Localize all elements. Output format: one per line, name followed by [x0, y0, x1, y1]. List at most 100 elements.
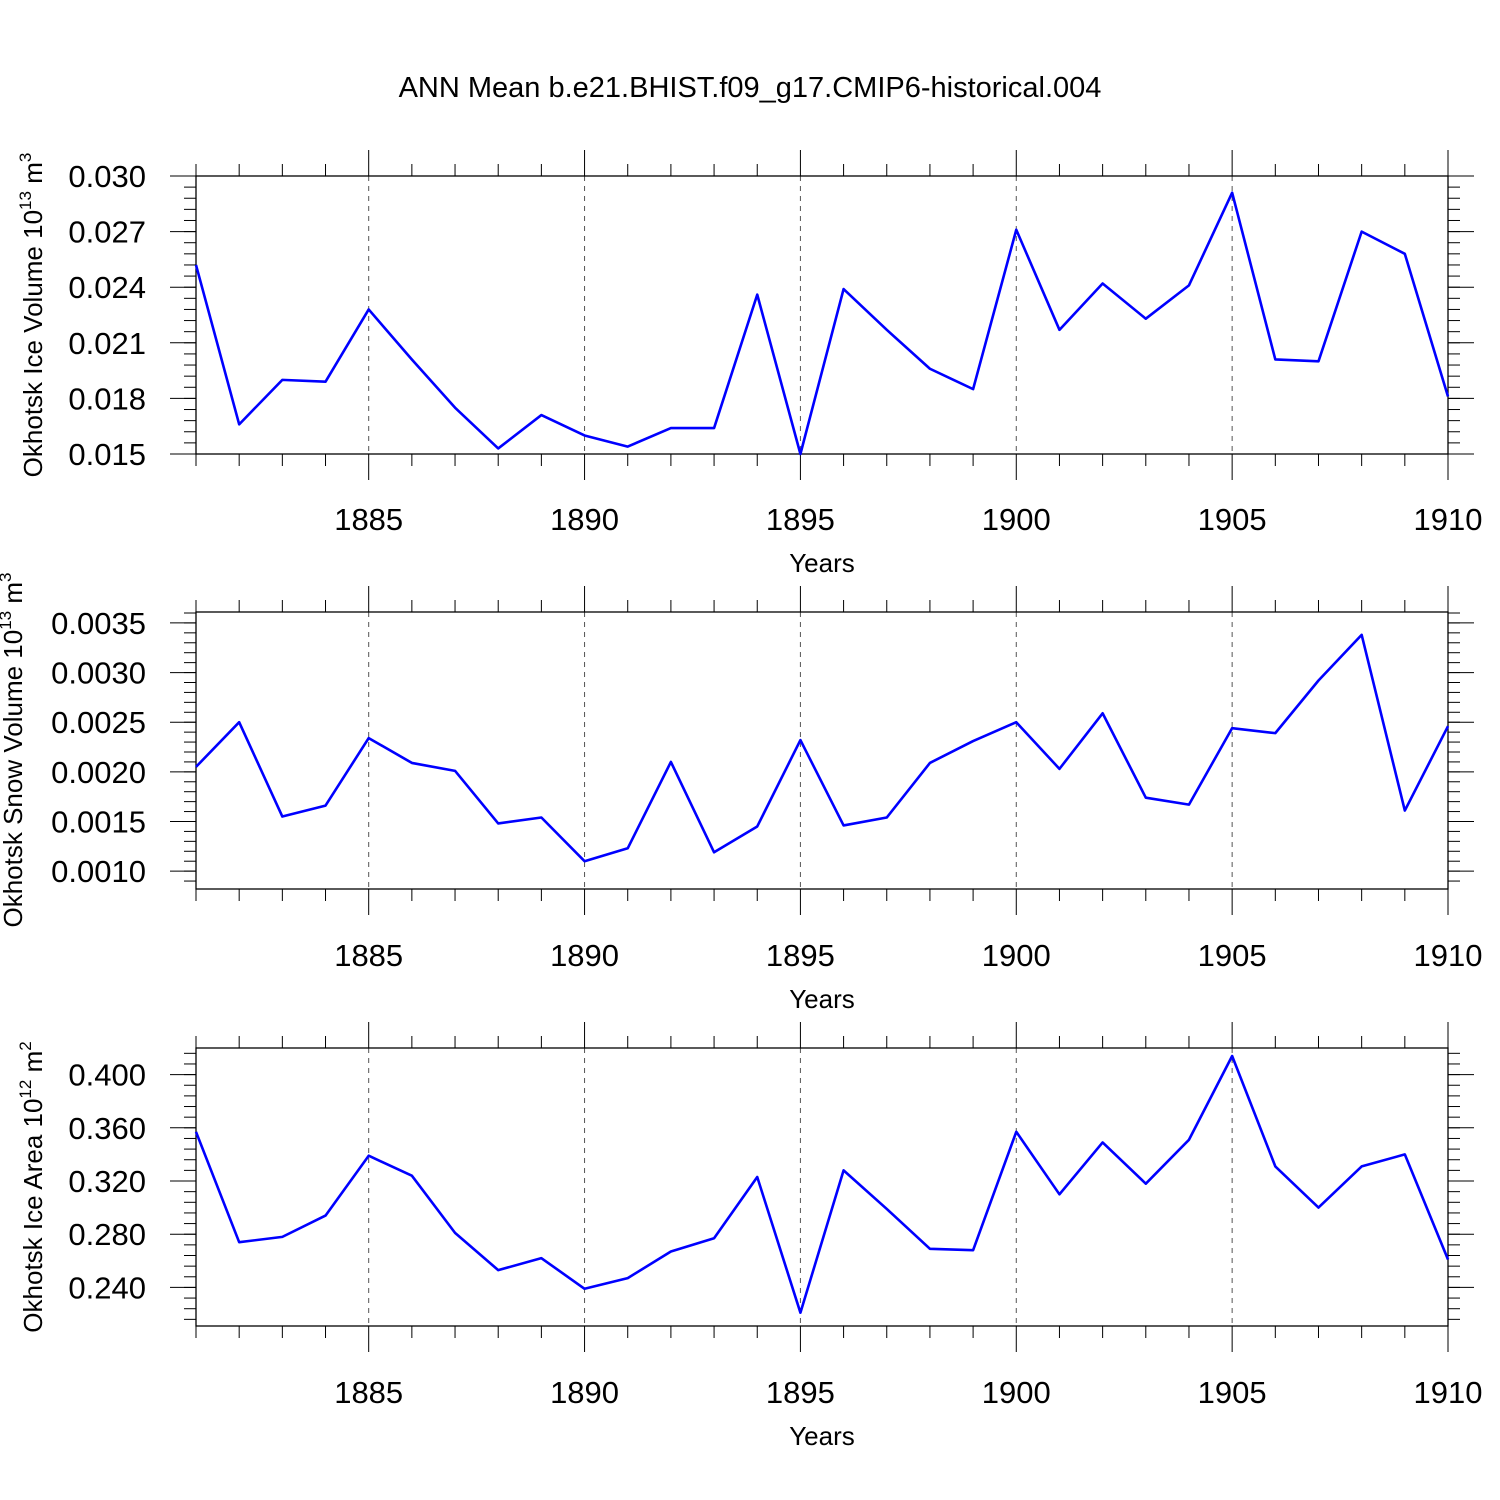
- data-point-1895: [798, 738, 802, 742]
- y-tick-label-0.0015: 0.0015: [51, 804, 146, 839]
- y-tick-label-0.015: 0.015: [68, 437, 146, 472]
- x-axis-title: Years: [789, 984, 855, 1014]
- data-point-1882: [237, 720, 241, 724]
- data-point-1898: [928, 761, 932, 765]
- data-point-1891: [626, 445, 630, 449]
- data-point-1881: [194, 765, 198, 769]
- y-axis-title-superscript: 3: [0, 573, 15, 582]
- data-point-1890: [583, 1287, 587, 1291]
- data-point-1900: [1014, 1130, 1018, 1134]
- data-point-1906: [1273, 731, 1277, 735]
- y-tick-label-0.027: 0.027: [68, 215, 146, 250]
- data-point-1884: [324, 1214, 328, 1218]
- x-tick-label-1905: 1905: [1198, 502, 1267, 537]
- data-point-1887: [453, 769, 457, 773]
- x-tick-label-1905: 1905: [1198, 1375, 1267, 1410]
- y-axis-title: Okhotsk Ice Area 1012 m2: [16, 1041, 48, 1332]
- data-point-1906: [1273, 1164, 1277, 1168]
- data-point-1889: [539, 1256, 543, 1260]
- data-point-1906: [1273, 357, 1277, 361]
- x-axis-title: Years: [789, 548, 855, 578]
- x-tick-label-1905: 1905: [1198, 938, 1267, 973]
- data-point-1881: [194, 263, 198, 267]
- data-point-1881: [194, 1130, 198, 1134]
- data-point-1889: [539, 413, 543, 417]
- data-point-1884: [324, 380, 328, 384]
- y-tick-label-0.320: 0.320: [68, 1164, 146, 1199]
- data-point-1899: [971, 387, 975, 391]
- data-point-1886: [410, 761, 414, 765]
- y-tick-label-0.021: 0.021: [68, 326, 146, 361]
- data-point-1901: [1057, 328, 1061, 332]
- data-point-1885: [367, 307, 371, 311]
- data-point-1895: [798, 1311, 802, 1315]
- y-axis-title-superscript: 3: [16, 153, 35, 162]
- data-point-1896: [842, 823, 846, 827]
- data-point-1883: [280, 378, 284, 382]
- y-tick-label-0.360: 0.360: [68, 1111, 146, 1146]
- y-axis-title-text: Okhotsk Ice Area 10: [18, 1099, 48, 1333]
- data-point-1897: [885, 1207, 889, 1211]
- x-tick-label-1910: 1910: [1414, 938, 1483, 973]
- y-axis-title-superscript: 12: [16, 1080, 35, 1099]
- data-point-1896: [842, 287, 846, 291]
- data-point-1904: [1187, 1138, 1191, 1142]
- y-axis-title-superscript: 2: [16, 1041, 35, 1050]
- data-point-1892: [669, 760, 673, 764]
- y-axis-title-text: m: [18, 162, 48, 191]
- figure-title: ANN Mean b.e21.BHIST.f09_g17.CMIP6-histo…: [398, 72, 1102, 104]
- data-point-1883: [280, 815, 284, 819]
- data-point-1905: [1230, 1054, 1234, 1058]
- x-axis-title: Years: [789, 1421, 855, 1451]
- data-point-1898: [928, 1247, 932, 1251]
- data-point-1882: [237, 422, 241, 426]
- x-tick-label-1890: 1890: [550, 1375, 619, 1410]
- y-axis-title-text: Okhotsk Snow Volume 10: [0, 630, 28, 928]
- data-point-1897: [885, 816, 889, 820]
- data-point-1905: [1230, 191, 1234, 195]
- y-tick-label-0.0010: 0.0010: [51, 854, 146, 889]
- y-tick-label-0.0020: 0.0020: [51, 755, 146, 790]
- data-point-1893: [712, 850, 716, 854]
- data-point-1899: [971, 739, 975, 743]
- data-point-1891: [626, 1276, 630, 1280]
- series-line-ice-area: [194, 1054, 1450, 1314]
- data-point-1894: [755, 1175, 759, 1179]
- series-line-ice-volume: [194, 191, 1450, 456]
- data-point-1909: [1403, 1152, 1407, 1156]
- data-point-1897: [885, 328, 889, 332]
- x-tick-label-1885: 1885: [334, 1375, 403, 1410]
- data-point-1905: [1230, 726, 1234, 730]
- data-point-1888: [496, 1268, 500, 1272]
- data-point-1894: [755, 824, 759, 828]
- x-tick-label-1895: 1895: [766, 938, 835, 973]
- data-point-1908: [1360, 633, 1364, 637]
- data-point-1886: [410, 1174, 414, 1178]
- data-point-1899: [971, 1248, 975, 1252]
- data-point-1894: [755, 293, 759, 297]
- data-point-1896: [842, 1168, 846, 1172]
- data-point-1910: [1446, 724, 1450, 728]
- x-tick-label-1895: 1895: [766, 1375, 835, 1410]
- plot-frame: [195, 175, 1449, 455]
- x-tick-label-1900: 1900: [982, 502, 1051, 537]
- data-point-1885: [367, 1154, 371, 1158]
- plot-frame: [195, 611, 1449, 890]
- data-point-1904: [1187, 803, 1191, 807]
- data-point-1892: [669, 426, 673, 430]
- data-point-1901: [1057, 767, 1061, 771]
- y-tick-label-0.240: 0.240: [68, 1270, 146, 1305]
- data-point-1910: [1446, 1257, 1450, 1261]
- data-point-1904: [1187, 283, 1191, 287]
- x-tick-label-1890: 1890: [550, 938, 619, 973]
- data-point-1884: [324, 804, 328, 808]
- panel-ice-volume: 1885 1890 1895 1900 1905 1910 0.015 0.018 0.021 0…: [16, 150, 1482, 578]
- x-tick-label-1895: 1895: [766, 502, 835, 537]
- data-point-1903: [1144, 317, 1148, 321]
- x-tick-label-1885: 1885: [334, 502, 403, 537]
- y-axis-title-text: m: [0, 582, 28, 611]
- data-point-1907: [1316, 1206, 1320, 1210]
- y-tick-label-0.030: 0.030: [68, 159, 146, 194]
- data-point-1898: [928, 367, 932, 371]
